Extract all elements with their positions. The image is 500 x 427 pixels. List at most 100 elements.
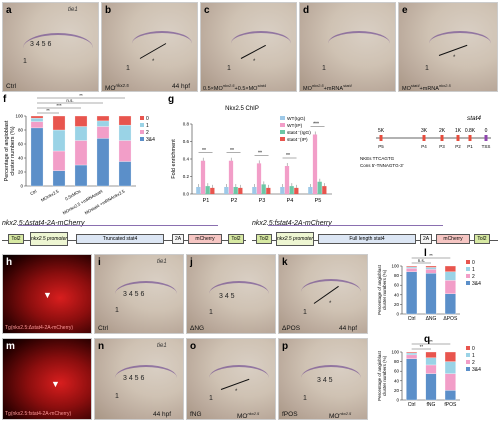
bar <box>233 187 238 194</box>
y-tick-label: 20 <box>18 170 24 175</box>
condition-label: MOnkx2.5+mRNAstat4 <box>303 83 352 92</box>
legend-swatch <box>466 346 470 350</box>
site-marker <box>379 135 383 141</box>
sig-label: n.s. <box>418 258 425 263</box>
scale-label: 3K <box>421 128 428 134</box>
cluster-numbers: 3 4 5 6 <box>123 291 145 298</box>
x-tick-label: P1 <box>203 198 210 204</box>
bar <box>308 187 313 194</box>
bar-segment <box>118 140 132 162</box>
bar-segment <box>52 129 66 152</box>
y-tick-label: 40 <box>394 378 400 383</box>
legend-label: 0 <box>146 116 149 122</box>
panel-l: l 0 20 40 60 80 100 Percentage of angioblastcl… <box>372 248 500 336</box>
y-tick-label: 0.2 <box>183 174 190 179</box>
sig-label: ** <box>286 153 290 159</box>
bar <box>280 187 285 194</box>
asterisk: * <box>329 301 332 307</box>
chart-g: Nkx2.5 ChIP 0.0 0.2 0.4 0.6 0.8 Fold enrichmen… <box>171 106 332 204</box>
bar-segment <box>74 140 88 166</box>
site-label: P2 <box>455 144 461 149</box>
morpholino-label: MOnkx2.5 <box>237 411 260 420</box>
bar-segment <box>444 293 456 315</box>
cluster-one: 1 <box>23 58 27 65</box>
bar <box>312 134 318 194</box>
legend-swatch <box>140 137 144 141</box>
bar-segment <box>444 280 456 294</box>
constructs-row: nkx2.5:Δstat4-2A-mCherry nkx2.5:fstat4-2… <box>0 220 500 260</box>
condition-label: fPOS <box>282 411 298 418</box>
scale-label: 1K <box>455 128 462 134</box>
x-tick-label: ΔPOS <box>443 316 458 322</box>
construct-arrow <box>268 225 443 226</box>
sig-label: ** <box>46 108 50 113</box>
cluster-numbers: 3 4 5 6 <box>123 375 145 382</box>
legend-label: 0 <box>472 346 475 352</box>
legend-label: 0 <box>472 260 475 266</box>
panel-k-image: * k 1 ΔPOS 44 hpf <box>278 254 368 334</box>
bar <box>317 181 322 194</box>
bar-segment <box>52 170 66 187</box>
gene-name: stat4 <box>467 115 481 122</box>
y-tick-label: 0 <box>396 312 399 317</box>
site-marker <box>422 135 426 141</box>
sig-label: *** <box>313 122 319 128</box>
scale-label: 2K <box>439 128 446 134</box>
y-tick-label: 40 <box>18 156 24 161</box>
stage-label: 44 hpf <box>153 411 172 418</box>
promoter-box: nkx2.5 promoter <box>30 232 68 246</box>
legend-swatch <box>280 137 285 141</box>
vessel-stain <box>429 31 491 56</box>
panel-letter: i <box>98 257 101 268</box>
asterisk: * <box>235 389 238 395</box>
vessel-stain <box>209 281 269 307</box>
panel-letter: n <box>98 341 105 352</box>
tol2-box: Tol2 <box>256 234 272 244</box>
y-tick-label: 60 <box>394 369 400 374</box>
x-tick-label: fPOS <box>444 402 457 408</box>
vessel-stain <box>209 365 269 391</box>
asterisk: * <box>453 55 456 61</box>
legend-label: 1 <box>146 123 149 129</box>
gene-label: tie1 <box>157 259 167 265</box>
site-label: P1 <box>467 144 473 149</box>
y-tick-label: 0.8 <box>183 122 190 127</box>
construct-arrow <box>18 225 218 226</box>
legend-label: 3&4 <box>146 137 155 143</box>
condition-label: 0.5×MOnkx2.5+0.5×MOstat4 <box>203 83 267 92</box>
panel-letter: f <box>3 94 7 105</box>
stat4-map-svg: stat4 5K 3K 2K 1K 0.8K 0 P5 P4 P3 P2 P1 TSS NKEs TTCA… <box>360 115 491 168</box>
nke-sequence: NKEs TTCAGTG <box>360 156 395 161</box>
panel-letter: h <box>6 257 13 268</box>
bar <box>256 163 262 194</box>
panel-e-image: * e 1 MOstat4+mRNAnkx2.5 <box>398 2 498 92</box>
y-axis-label: Percentage of angioblastcluster numbers … <box>377 264 387 315</box>
site-label: TSS <box>482 144 491 149</box>
construct-left-title: nkx2.5:Δstat4-2A-mCherry <box>2 220 85 227</box>
panel-n-image: n tie1 3 4 5 6 1 44 hpf <box>94 338 184 420</box>
y-tick-label: 0 <box>396 398 399 403</box>
bar-segment <box>425 357 437 366</box>
cluster-one: 1 <box>303 395 307 402</box>
vessel-stain <box>301 279 361 305</box>
legend-swatch <box>466 274 470 278</box>
asterisk: * <box>253 59 256 65</box>
panel-letter: o <box>190 341 197 352</box>
bar-segment <box>96 126 110 139</box>
y-axis-label: Percentage of angioblastcluster numbers … <box>377 350 387 401</box>
vessel-stain <box>132 31 192 56</box>
condition-label: MOnkx2.5 <box>105 83 129 92</box>
panel-q: q 0 20 40 60 80 100 Percentage of angioblastcl… <box>372 334 500 422</box>
transgene-caption: Tg(nkx2.5:Δstat4-2A-mCherry) <box>5 325 74 331</box>
bar <box>224 187 229 194</box>
bar-segment <box>444 351 456 362</box>
y-tick-label: 20 <box>394 302 400 307</box>
legend-swatch <box>466 281 470 285</box>
site-marker <box>440 135 444 141</box>
mcherry-box: mCherry <box>188 234 222 244</box>
legend-label: WT(IP) <box>287 123 303 129</box>
bar-segment <box>118 161 132 187</box>
bar <box>200 160 206 194</box>
